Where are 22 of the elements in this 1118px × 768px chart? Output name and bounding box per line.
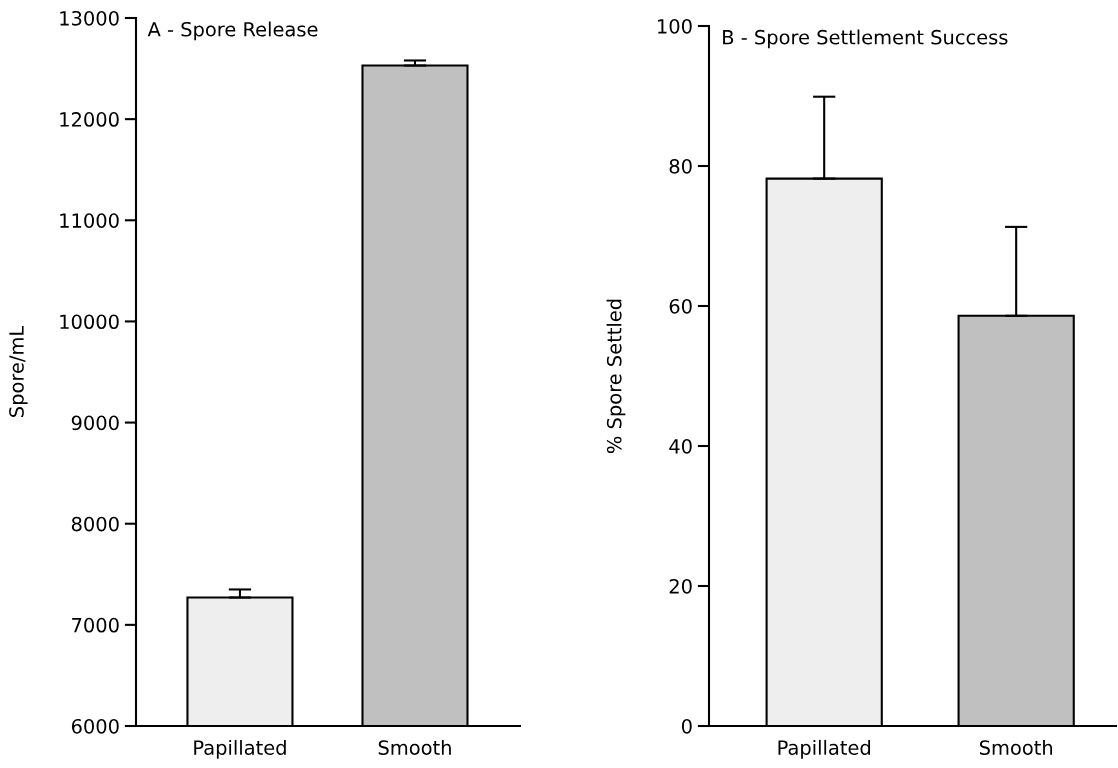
y-tick-label: 6000 xyxy=(71,718,119,734)
y-tick-label: 80 xyxy=(669,158,692,174)
chart-title: B - Spore Settlement Success xyxy=(723,29,1008,49)
y-tick-label: 0 xyxy=(681,718,692,734)
x-tick-label: Smooth xyxy=(979,739,1053,755)
chart-title: A - Spore Release xyxy=(147,21,318,41)
x-tick-label: Papillated xyxy=(194,739,286,759)
y-tick-label: 8000 xyxy=(71,516,119,532)
y-tick-label: 11000 xyxy=(60,213,119,228)
y-tick-label: 100 xyxy=(658,18,692,34)
y-axis-title: Spore/mL xyxy=(9,325,28,417)
y-tick-label: 7000 xyxy=(72,617,119,633)
y-tick-label: 10000 xyxy=(60,314,119,330)
y-tick-label: 20 xyxy=(669,578,692,594)
y-tick-label: 40 xyxy=(669,438,692,454)
y-tick-label: 9000 xyxy=(71,415,119,431)
y-tick-label: 12000 xyxy=(60,112,119,127)
y-tick-label: 13000 xyxy=(60,10,119,26)
x-tick-label: Papillated xyxy=(778,739,870,759)
y-tick-label: 60 xyxy=(669,298,692,314)
x-tick-label: Smooth xyxy=(378,739,451,755)
y-axis-title: % Spore Settled xyxy=(606,299,626,454)
